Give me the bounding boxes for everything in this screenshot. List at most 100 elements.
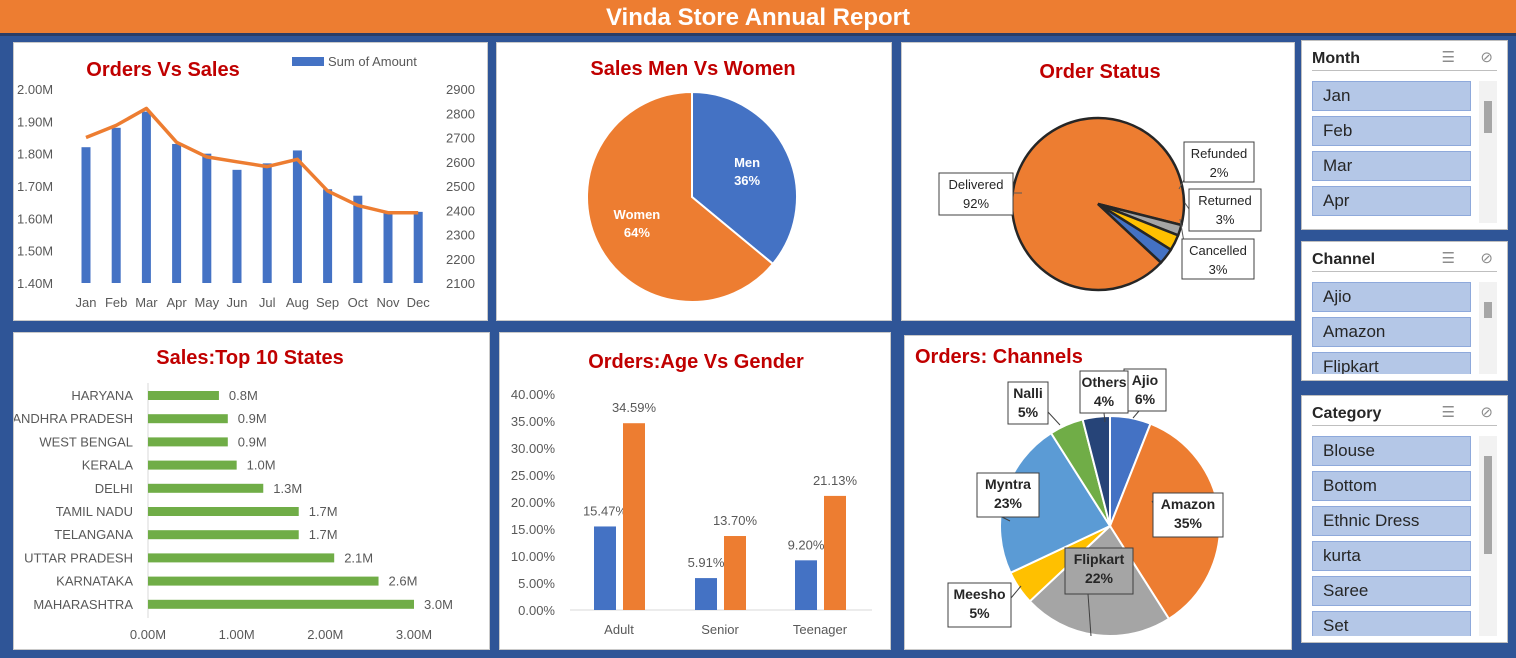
leader-line bbox=[1103, 412, 1106, 423]
data-label: Amazon bbox=[1161, 496, 1215, 512]
month-slicer-list: Jan Feb Mar Apr bbox=[1312, 81, 1471, 223]
bar bbox=[148, 507, 299, 516]
slicer-item[interactable]: Flipkart bbox=[1312, 352, 1471, 374]
data-label: 13.70% bbox=[713, 513, 758, 528]
data-label: 1.0M bbox=[247, 458, 276, 473]
data-label-box bbox=[1123, 368, 1167, 412]
data-label: 2% bbox=[1210, 165, 1229, 180]
data-label: 21.13% bbox=[813, 473, 858, 488]
data-label-box bbox=[1064, 547, 1134, 595]
x-tick-label: 2.00M bbox=[307, 627, 343, 642]
data-label: Refunded bbox=[1191, 146, 1247, 161]
multi-select-icon[interactable]: ☰ bbox=[1441, 49, 1455, 66]
y-tick-label: MAHARASHTRA bbox=[33, 597, 133, 612]
scrollbar-thumb[interactable] bbox=[1484, 101, 1492, 133]
slicer-item[interactable]: kurta bbox=[1312, 541, 1471, 571]
data-label-box bbox=[976, 472, 1040, 518]
y-tick-label: 15.00% bbox=[511, 522, 556, 537]
slicer-item[interactable]: Set bbox=[1312, 611, 1471, 636]
data-label: Meesho bbox=[953, 586, 1005, 602]
channels-chart: Orders: Channels Ajio 6% Amazon 35% Flipkart 2… bbox=[915, 346, 1224, 637]
y-tick-label: 1.70M bbox=[17, 179, 53, 194]
y-tick-label: 25.00% bbox=[511, 468, 556, 483]
bar bbox=[172, 143, 182, 283]
x-tick-label: Sep bbox=[316, 295, 339, 310]
slicer-scrollbar[interactable] bbox=[1479, 282, 1497, 374]
channels-panel: Orders: Channels Ajio 6% Amazon 35% Flipkart 2… bbox=[904, 335, 1292, 650]
pie-slice bbox=[1097, 202, 1173, 265]
bar bbox=[148, 437, 228, 447]
bar bbox=[141, 111, 151, 283]
y-tick-label: 1.90M bbox=[17, 114, 53, 129]
channel-slicer: Channel ☰ ⊘ Ajio Amazon Flipkart bbox=[1301, 241, 1508, 381]
data-label-box bbox=[1079, 370, 1129, 414]
top-states-chart: Sales:Top 10 States HARYANA 0.8M ANDHRA PRA… bbox=[14, 347, 453, 642]
data-label: 6% bbox=[1135, 391, 1156, 407]
slicer-item[interactable]: Ajio bbox=[1312, 282, 1471, 312]
x-tick-label: May bbox=[195, 295, 220, 310]
slicer-item[interactable]: Bottom bbox=[1312, 471, 1471, 501]
x-tick-label: Senior bbox=[701, 622, 739, 637]
multi-select-icon[interactable]: ☰ bbox=[1441, 404, 1455, 421]
y-tick-label: ANDHRA PRADESH bbox=[14, 411, 133, 426]
data-label: 0.8M bbox=[229, 388, 258, 403]
x-tick-label: Dec bbox=[407, 295, 431, 310]
slicer-item[interactable]: Jan bbox=[1312, 81, 1471, 111]
slicer-item[interactable]: Ethnic Dress bbox=[1312, 506, 1471, 536]
leader-line bbox=[1001, 516, 1011, 522]
data-label: 1.7M bbox=[309, 504, 338, 519]
x-tick-label: Aug bbox=[286, 295, 309, 310]
y-tick-label: UTTAR PRADESH bbox=[24, 550, 133, 565]
slicer-item[interactable]: Apr bbox=[1312, 186, 1471, 216]
slicer-item[interactable]: Saree bbox=[1312, 576, 1471, 606]
x-tick-label: 1.00M bbox=[219, 627, 255, 642]
scrollbar-thumb[interactable] bbox=[1484, 302, 1492, 318]
slicer-scrollbar[interactable] bbox=[1479, 436, 1497, 636]
data-label: Myntra bbox=[985, 476, 1031, 492]
data-label-box bbox=[947, 582, 1012, 628]
clear-filter-icon[interactable]: ⊘ bbox=[1480, 250, 1493, 267]
orders-vs-sales-chart: Orders Vs Sales Sum of Amount 1.40M 1.50M 1.… bbox=[17, 54, 475, 310]
channel-slicer-list: Ajio Amazon Flipkart bbox=[1312, 282, 1471, 374]
data-label: 3% bbox=[1216, 212, 1235, 227]
data-label: 23% bbox=[994, 495, 1023, 511]
bar bbox=[232, 169, 242, 283]
x-tick-label: Nov bbox=[376, 295, 400, 310]
y-tick-label: 40.00% bbox=[511, 387, 556, 402]
leader-line bbox=[1184, 202, 1190, 210]
y-tick-label: 10.00% bbox=[511, 549, 556, 564]
data-label: Returned bbox=[1198, 193, 1251, 208]
slicer-item[interactable]: Blouse bbox=[1312, 436, 1471, 466]
bar bbox=[148, 576, 379, 586]
multi-select-icon[interactable]: ☰ bbox=[1441, 250, 1455, 267]
pie-slice bbox=[586, 90, 775, 303]
slicer-item[interactable]: Amazon bbox=[1312, 317, 1471, 347]
y-tick-label: 1.40M bbox=[17, 276, 53, 291]
bar bbox=[695, 578, 717, 610]
slicer-item[interactable]: Feb bbox=[1312, 116, 1471, 146]
chart-title: Orders:Age Vs Gender bbox=[588, 351, 804, 373]
bar bbox=[202, 153, 212, 283]
legend-swatch bbox=[292, 57, 324, 66]
x-tick-label: Teenager bbox=[793, 622, 848, 637]
slicer-scrollbar[interactable] bbox=[1479, 81, 1497, 223]
age-gender-panel: Orders:Age Vs Gender 0.00% 5.00% 10.00% 15.0… bbox=[499, 332, 891, 650]
data-label: 15.47% bbox=[583, 503, 628, 518]
y-tick-label: TELANGANA bbox=[54, 527, 133, 542]
y2-tick-label: 2800 bbox=[446, 106, 475, 121]
clear-filter-icon[interactable]: ⊘ bbox=[1480, 49, 1493, 66]
clear-filter-icon[interactable]: ⊘ bbox=[1480, 404, 1493, 421]
y-tick-label: 2.00M bbox=[17, 82, 53, 97]
slicer-title: Category bbox=[1312, 405, 1382, 422]
data-label-box bbox=[938, 172, 1014, 216]
x-tick-label: 3.00M bbox=[396, 627, 432, 642]
data-label: Nalli bbox=[1013, 385, 1043, 401]
data-label: Flipkart bbox=[1074, 551, 1125, 567]
data-label-box bbox=[1007, 381, 1049, 425]
scrollbar-thumb[interactable] bbox=[1484, 456, 1492, 554]
order-status-chart: Order Status Delivered 92% Refunded 2% Return… bbox=[938, 61, 1262, 292]
x-tick-label: Oct bbox=[348, 295, 369, 310]
data-label: 5% bbox=[969, 605, 990, 621]
bar bbox=[148, 391, 219, 400]
slicer-item[interactable]: Mar bbox=[1312, 151, 1471, 181]
